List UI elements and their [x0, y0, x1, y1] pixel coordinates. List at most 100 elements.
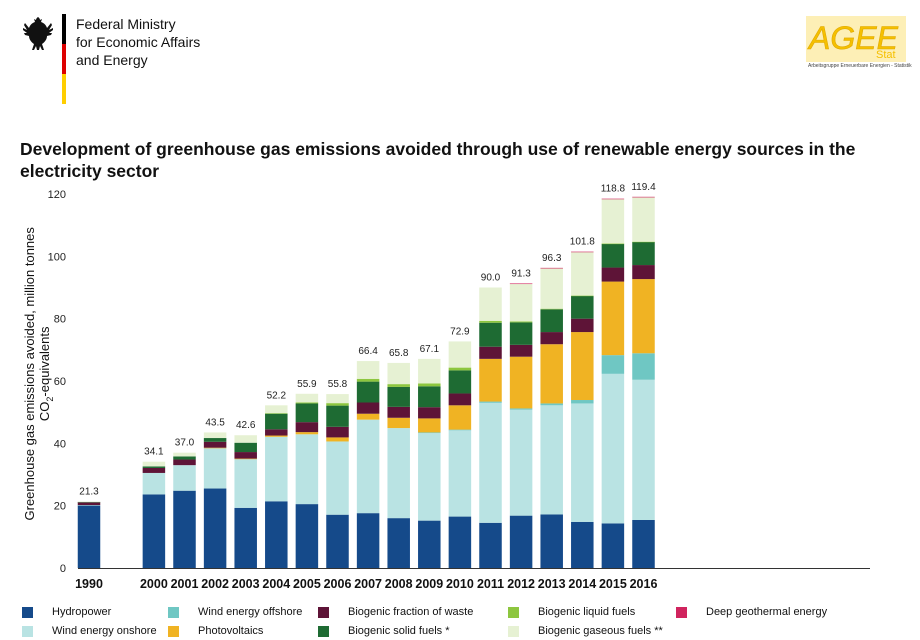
bar-segment-biogenic-liquid-fuels: [387, 384, 410, 387]
bar-segment-hydropower: [632, 520, 655, 568]
bar-segment-hydropower: [77, 505, 101, 568]
bar-segment-biogenic-gaseous-fuels: [418, 358, 441, 384]
bar-segment-biogenic-fraction-of-waste: [77, 502, 101, 506]
bar-segment-hydropower: [571, 521, 594, 568]
bar-segment-biogenic-gaseous-fuels: [234, 435, 257, 443]
legend-label: Biogenic solid fuels *: [348, 625, 450, 637]
bar-segment-photovoltaics: [479, 358, 502, 402]
stacked-bar-chart: 0 20 40 60 80 100 120 21.3 1990 34.1 2000 37.0 2001 4…: [48, 182, 870, 591]
ministry-line-1: Federal Ministry: [76, 16, 176, 32]
bar-segment-biogenic-solid-fuels: [356, 381, 380, 403]
bar-segment-wind-energy-onshore: [173, 465, 196, 491]
bar-segment-biogenic-solid-fuels: [295, 403, 319, 423]
bar-segment-biogenic-fraction-of-waste: [234, 452, 257, 459]
bar-segment-biogenic-gaseous-fuels: [203, 432, 227, 439]
legend-label: Photovoltaics: [198, 625, 264, 637]
bar-total-label: 65.8: [389, 348, 409, 359]
ministry-name: Federal Ministry for Economic Affairs an…: [76, 15, 200, 69]
ministry-line-3: and Energy: [76, 52, 148, 68]
bar-segment-wind-energy-onshore: [418, 432, 441, 521]
legend-label: Biogenic gaseous fuels **: [538, 625, 663, 637]
y-tick-label: 0: [60, 563, 66, 575]
x-tick-label: 2015: [599, 577, 627, 591]
y-tick-label: 120: [48, 189, 66, 201]
bar-total-label: 91.3: [511, 268, 531, 279]
bar-segment-hydropower: [265, 501, 288, 568]
legend-label: Biogenic liquid fuels: [538, 606, 636, 618]
header: Federal Ministry for Economic Affairs an…: [0, 0, 920, 110]
bar-segment-biogenic-gaseous-fuels: [142, 461, 166, 467]
bar-segment-hydropower: [509, 515, 533, 568]
bar-segment-wind-energy-onshore: [632, 379, 655, 521]
bar-total-label: 21.3: [79, 487, 99, 498]
bar-segment-biogenic-gaseous-fuels: [448, 341, 472, 368]
bar-segment-wind-energy-offshore: [601, 355, 625, 374]
bar-segment-biogenic-fraction-of-waste: [479, 346, 502, 359]
x-tick-label: 2000: [140, 577, 168, 591]
bar-segment-biogenic-fraction-of-waste: [418, 407, 441, 419]
flag-red: [62, 44, 66, 74]
bar-total-label: 118.8: [601, 184, 626, 195]
bar-segment-wind-energy-offshore: [418, 432, 441, 434]
bar-total-label: 96.3: [542, 253, 562, 264]
bar-segment-wind-energy-onshore: [77, 505, 101, 506]
x-tick-label: 2006: [324, 577, 352, 591]
bar-segment-biogenic-solid-fuels: [448, 370, 472, 394]
bar-total-label: 43.5: [205, 417, 225, 428]
bar-total-label: 119.4: [631, 182, 656, 193]
bar-segment-photovoltaics: [540, 344, 563, 404]
legend-label: Deep geothermal energy: [706, 606, 828, 618]
bar-segment-biogenic-fraction-of-waste: [326, 426, 349, 438]
bar-segment-biogenic-liquid-fuels: [265, 413, 288, 414]
bar-segment-biogenic-fraction-of-waste: [448, 393, 472, 406]
bar-total-label: 52.2: [267, 390, 287, 401]
bar-segment-wind-energy-offshore: [632, 353, 655, 380]
x-tick-label: 2005: [293, 577, 321, 591]
bar-segment-wind-energy-offshore: [448, 429, 472, 431]
legend-swatch: [508, 626, 519, 637]
bar-segment-photovoltaics: [387, 417, 410, 429]
x-tick-label: 2012: [507, 577, 535, 591]
bar-segment-biogenic-fraction-of-waste: [356, 402, 380, 414]
bar-segment-biogenic-liquid-fuels: [509, 321, 533, 323]
bar-segment-biogenic-liquid-fuels: [601, 243, 625, 245]
bar-total-label: 90.0: [481, 273, 501, 284]
bar-segment-wind-energy-offshore: [509, 408, 533, 410]
legend-label: Wind energy onshore: [52, 625, 157, 637]
logo-text: AGEE: [807, 20, 899, 56]
bar-segment-biogenic-gaseous-fuels: [632, 197, 655, 242]
bar-segment-wind-energy-onshore: [326, 441, 349, 515]
bar-segment-biogenic-solid-fuels: [571, 295, 594, 319]
bar-segment-hydropower: [203, 488, 227, 568]
bar-segment-biogenic-solid-fuels: [265, 413, 288, 430]
agee-stat-logo: AGEE Stat: [806, 16, 906, 62]
bar-segment-wind-energy-onshore: [142, 472, 166, 495]
bar-segment-biogenic-solid-fuels: [77, 501, 101, 503]
bar-segment-biogenic-fraction-of-waste: [265, 429, 288, 436]
bar-segment-biogenic-solid-fuels: [540, 309, 563, 333]
bar-segment-photovoltaics: [234, 458, 257, 460]
bar-segment-biogenic-gaseous-fuels: [479, 287, 502, 321]
x-tick-label: 1990: [75, 577, 103, 591]
bar-segment-biogenic-gaseous-fuels: [173, 452, 196, 457]
bar-segment-wind-energy-onshore: [540, 405, 563, 515]
bar-segment-photovoltaics: [265, 435, 288, 437]
bar-segment-biogenic-solid-fuels: [509, 322, 533, 345]
y-tick-label: 80: [54, 314, 66, 326]
bar-segment-hydropower: [387, 518, 410, 568]
bar-segment-hydropower: [173, 490, 196, 568]
legend-label: Biogenic fraction of waste: [348, 606, 474, 618]
bar-segment-wind-energy-onshore: [601, 373, 625, 524]
legend-label: Wind energy offshore: [198, 606, 303, 618]
bar-segment-biogenic-fraction-of-waste: [540, 332, 563, 345]
bar-segment-biogenic-solid-fuels: [418, 386, 441, 408]
bar-segment-biogenic-fraction-of-waste: [142, 467, 166, 473]
bar-segment-biogenic-solid-fuels: [326, 405, 349, 427]
bar-segment-photovoltaics: [418, 418, 441, 433]
x-tick-label: 2002: [201, 577, 229, 591]
y-tick-label: 100: [48, 251, 66, 263]
bar-segment-wind-energy-onshore: [448, 429, 472, 517]
x-tick-label: 2009: [415, 577, 443, 591]
bar-segment-biogenic-fraction-of-waste: [571, 318, 594, 333]
bar-total-label: 55.9: [297, 379, 317, 390]
